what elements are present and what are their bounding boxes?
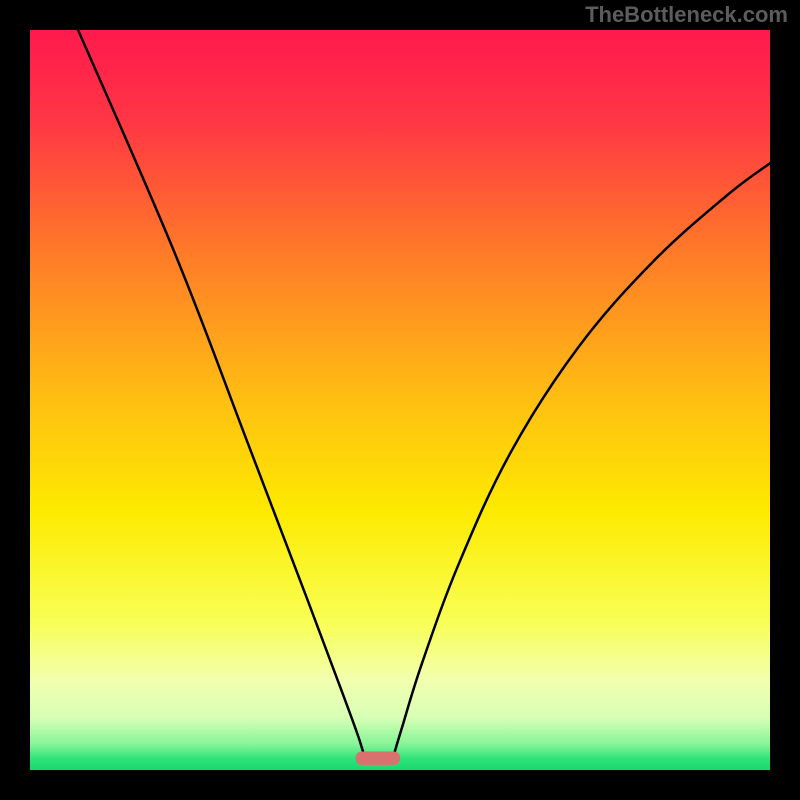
border-left: [0, 0, 30, 800]
chart-frame: TheBottleneck.com: [0, 0, 800, 800]
border-bottom: [0, 770, 800, 800]
border-right: [770, 0, 800, 800]
chart-svg: [0, 0, 800, 800]
watermark-text: TheBottleneck.com: [585, 2, 788, 28]
plot-background: [30, 30, 770, 770]
bottom-marker: [356, 752, 400, 765]
